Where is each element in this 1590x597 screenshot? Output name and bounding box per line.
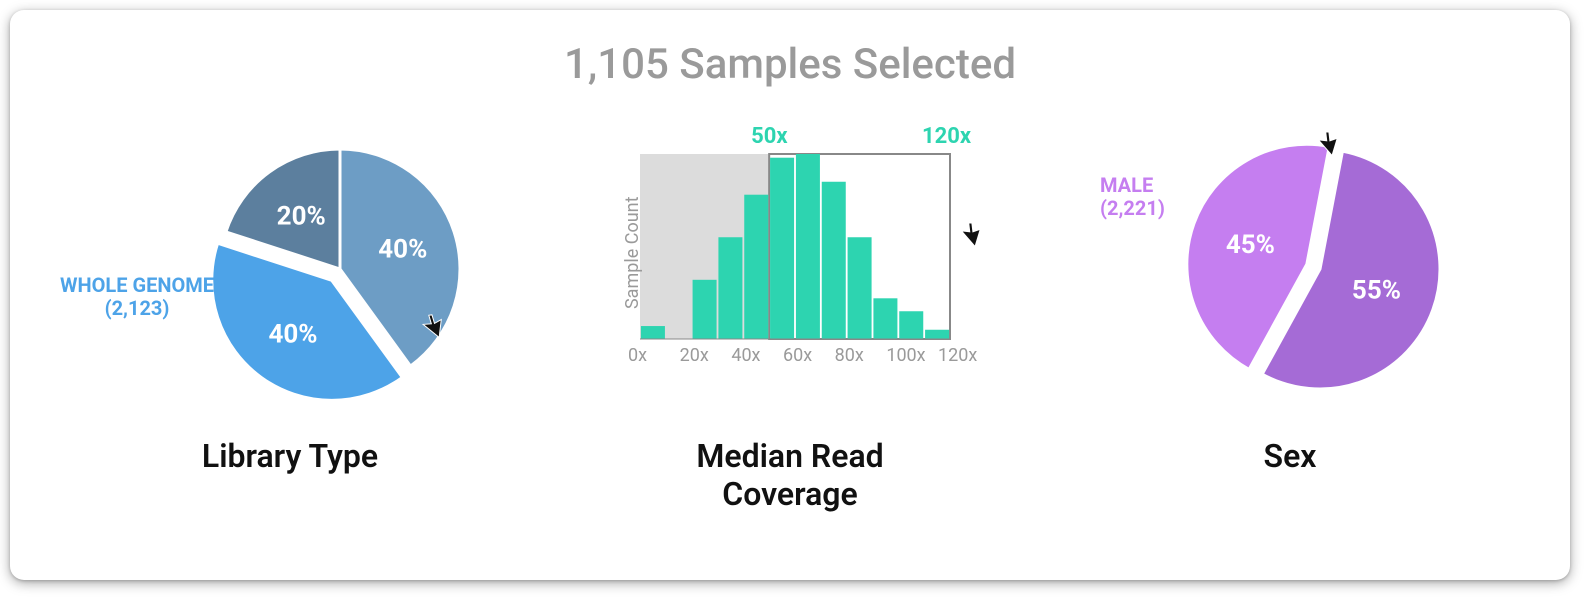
coverage-title: Median ReadCoverage — [696, 437, 883, 514]
outer-label-line1: WHOLE GENOME — [60, 274, 214, 297]
hist-bar[interactable] — [822, 182, 846, 339]
coverage-title-line2: Coverage — [722, 475, 857, 513]
slice-label: 55% — [1352, 275, 1401, 305]
dashboard-panel: 1,105 Samples Selected 40% 40% 20% WHOLE GE… — [10, 10, 1570, 580]
hist-bar[interactable] — [641, 326, 665, 339]
charts-row: 40% 40% 20% WHOLE GENOME(2,123) Library Typ… — [50, 119, 1530, 514]
hist-bar[interactable] — [770, 158, 794, 339]
range-start-label: 50x — [751, 124, 787, 149]
slice-label: 45% — [1226, 230, 1275, 260]
library-type-title: Library Type — [202, 437, 378, 475]
outer-label-line1: MALE — [1100, 174, 1165, 197]
coverage-chart[interactable]: Sample Count 50x 120x 0x 20x 40x 60x 80x 100x 120… — [560, 119, 1020, 429]
hist-bar[interactable] — [796, 154, 820, 339]
hist-bar[interactable] — [693, 280, 717, 339]
slice-label: 40% — [378, 235, 427, 265]
coverage-title-line1: Median Read — [696, 437, 883, 475]
range-end-label: 120x — [922, 124, 971, 149]
slice-label: 20% — [277, 202, 326, 232]
hist-xtick: 120x — [938, 345, 977, 366]
hist-bar[interactable] — [744, 195, 768, 339]
outer-label-line2: (2,221) — [1100, 197, 1165, 220]
hist-xtick: 100x — [886, 345, 925, 366]
sex-block: 45% 55% MALE(2,221) Sex — [1060, 119, 1520, 475]
library-outer-label: WHOLE GENOME(2,123) — [60, 274, 214, 320]
coverage-block: Sample Count 50x 120x 0x 20x 40x 60x 80x 100x 120… — [560, 119, 1020, 514]
hist-ylabel: Sample Count — [622, 197, 643, 310]
outer-label-line2: (2,123) — [60, 297, 214, 320]
sex-chart[interactable]: 45% 55% MALE(2,221) — [1060, 119, 1520, 429]
hist-bar[interactable] — [899, 311, 923, 339]
hist-xtick: 80x — [835, 345, 864, 366]
sex-pie[interactable]: 45% 55% — [1060, 119, 1520, 429]
library-type-block: 40% 40% 20% WHOLE GENOME(2,123) Library Typ… — [60, 119, 520, 475]
sex-title: Sex — [1264, 437, 1317, 475]
hist-bar[interactable] — [925, 330, 949, 339]
hist-xtick: 0x — [628, 345, 647, 366]
cursor-icon — [418, 312, 446, 340]
hist-xtick: 20x — [680, 345, 709, 366]
hist-xtick: 60x — [783, 345, 812, 366]
library-type-chart[interactable]: 40% 40% 20% WHOLE GENOME(2,123) — [60, 119, 520, 429]
sex-outer-label: MALE(2,221) — [1100, 174, 1165, 220]
hist-bar[interactable] — [873, 298, 897, 339]
slice-label: 40% — [268, 320, 317, 350]
panel-title: 1,105 Samples Selected — [50, 40, 1530, 89]
hist-xtick: 40x — [731, 345, 760, 366]
hist-bar[interactable] — [848, 237, 872, 339]
hist-bar[interactable] — [718, 237, 742, 339]
